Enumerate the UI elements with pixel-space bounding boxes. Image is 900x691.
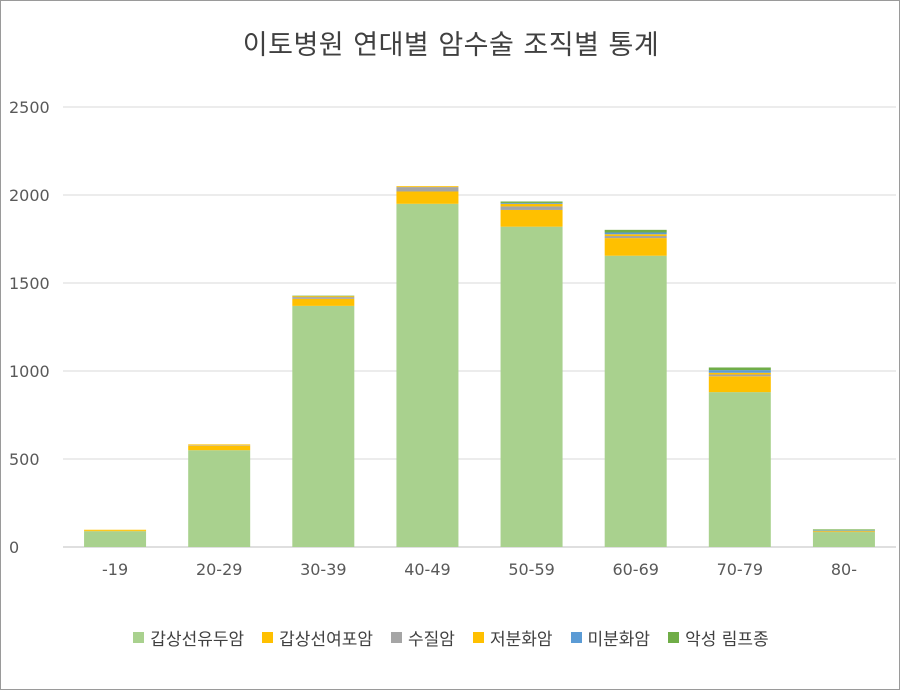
bar-segment [709,392,771,547]
x-tick-label: 30-39 [300,560,347,579]
bar-segment [501,203,563,204]
bar-segment [501,227,563,547]
bar-segment [605,232,667,234]
legend-label: 악성 림프종 [685,625,769,650]
bar-segment [605,230,667,233]
bar-segment [188,446,250,450]
bar-segment [292,296,354,297]
bar-segment [84,530,146,531]
bar-segment [292,299,354,306]
legend-swatch [133,632,144,643]
bar-segment [501,210,563,227]
bar-segment [605,234,667,236]
legend-swatch [391,632,402,643]
legend-item: 수질암 [391,625,455,650]
bar-segment [709,367,771,370]
legend-label: 수질암 [408,625,455,650]
bar-segment [396,186,458,187]
legend-swatch [668,632,679,643]
legend-item: 저분화암 [473,625,553,650]
bar-segment [605,238,667,256]
bar-segment [84,530,146,531]
bar-segment [813,532,875,533]
legend-swatch [473,632,484,643]
bar-segment [709,373,771,375]
y-tick-label: 0 [9,538,19,557]
bar-segment [605,256,667,547]
legend-item: 미분화암 [571,625,651,650]
legend-label: 갑상선여포암 [279,625,373,650]
legend-item: 갑상선유두암 [133,625,244,650]
x-tick-label: 60-69 [612,560,659,579]
bar-segment [188,450,250,547]
legend-item: 갑상선여포암 [262,625,373,650]
y-tick-label: 1500 [9,274,50,293]
bar-segment [188,445,250,446]
bar-segment [501,204,563,207]
legend-item: 악성 림프종 [668,625,769,650]
bar-segment [813,530,875,531]
x-tick-label: 40-49 [404,560,451,579]
y-tick-label: 1000 [9,362,50,381]
bar-segment [292,306,354,547]
bar-segment [396,187,458,191]
x-tick-label: 20-29 [196,560,243,579]
bar-segment [396,191,458,203]
bar-segment [813,529,875,530]
x-tick-label: 80- [831,560,857,579]
legend-label: 갑상선유두암 [150,625,244,650]
bar-segment [813,532,875,547]
y-tick-label: 2500 [9,98,50,117]
bar-segment [84,531,146,547]
y-tick-label: 2000 [9,186,50,205]
legend-swatch [571,632,582,643]
y-tick-label: 500 [9,450,40,469]
bar-segment [709,370,771,373]
chart-legend: 갑상선유두암 갑상선여포암 수질암 저분화암 미분화암 악성 림프종 [1,625,900,650]
bar-segment [188,444,250,445]
bar-segment [292,297,354,299]
bar-segment [709,376,771,392]
legend-label: 저분화암 [490,625,553,650]
bar-segment [501,202,563,203]
bar-segment [396,204,458,547]
x-tick-label: -19 [102,560,128,579]
legend-label: 미분화암 [588,625,651,650]
bar-segment [292,296,354,297]
legend-swatch [262,632,273,643]
bar-segment [501,206,563,210]
bar-segment [605,236,667,238]
bar-segment [709,375,771,377]
x-tick-label: 70-79 [717,560,764,579]
x-tick-label: 50-59 [508,560,555,579]
